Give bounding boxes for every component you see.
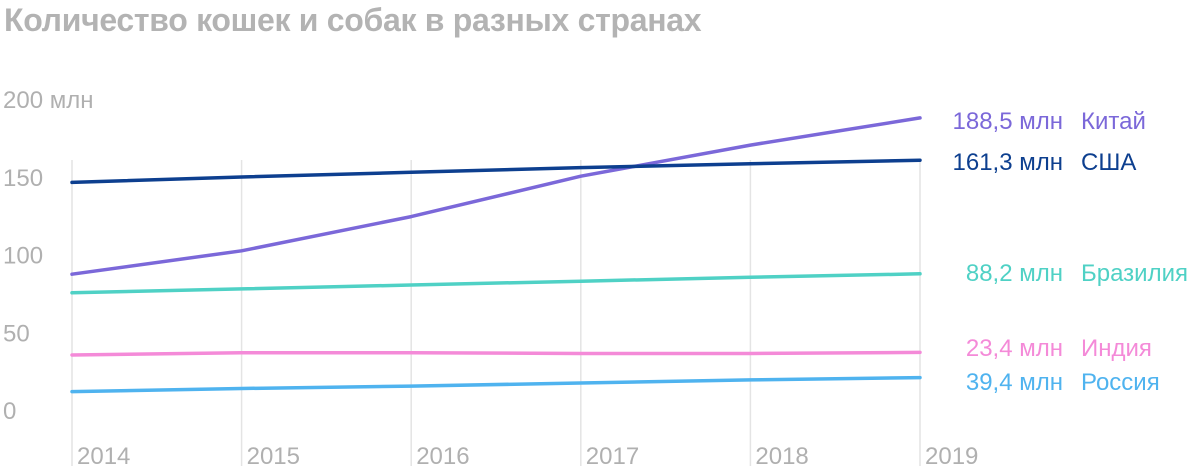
series-line-1 <box>70 158 922 185</box>
series-end-value-2: 88,2 млн <box>966 260 1063 287</box>
y-tick-label: 200 млн <box>3 87 93 114</box>
y-tick-label: 50 <box>3 320 30 347</box>
y-tick-label: 100 <box>3 243 43 270</box>
series-name-2: Бразилия <box>1081 260 1188 287</box>
x-tick-label: 2016 <box>416 443 469 470</box>
series-name-3: Индия <box>1081 335 1152 362</box>
y-axis-ticks: 200 млн 150 100 50 0 <box>3 87 93 425</box>
chart-title: Количество кошек и собак в разных страна… <box>4 2 702 38</box>
series-end-value-3: 23,4 млн <box>966 335 1063 362</box>
x-tick-label: 2015 <box>247 443 300 470</box>
series-lines <box>70 116 922 394</box>
y-tick-label: 150 <box>3 165 43 192</box>
x-tick-label: 2019 <box>925 443 978 470</box>
x-tick-label: 2018 <box>755 443 808 470</box>
series-name-0: Китай <box>1081 108 1146 135</box>
series-name-4: Россия <box>1081 369 1160 396</box>
y-tick-label: 0 <box>3 398 16 425</box>
x-tick-label: 2014 <box>77 443 130 470</box>
series-line-4 <box>70 375 922 394</box>
series-line-0 <box>70 116 922 276</box>
series-name-1: США <box>1081 149 1136 176</box>
x-axis-ticks: 2014 2015 2016 2017 2018 2019 <box>77 443 978 470</box>
series-line-3 <box>70 350 922 357</box>
x-tick-label: 2017 <box>586 443 639 470</box>
series-end-labels: 188,5 млн Китай 161,3 млн США 88,2 млн Бразил… <box>953 108 1188 396</box>
series-end-value-1: 161,3 млн <box>953 149 1063 176</box>
series-line-2 <box>70 272 922 295</box>
series-end-value-4: 39,4 млн <box>966 369 1063 396</box>
grid-lines <box>71 160 921 466</box>
series-end-value-0: 188,5 млн <box>953 108 1063 135</box>
